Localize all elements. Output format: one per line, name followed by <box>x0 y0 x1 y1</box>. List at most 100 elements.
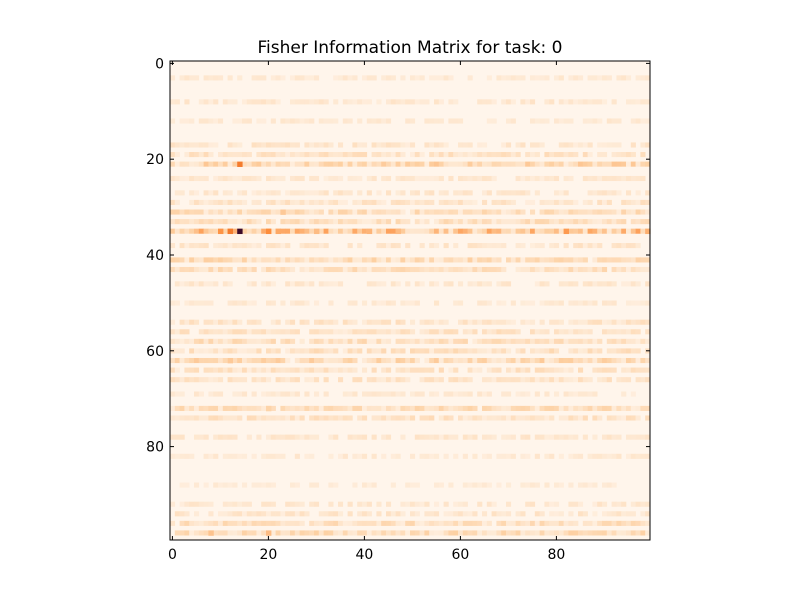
heatmap-cell <box>424 434 430 440</box>
heatmap-cell <box>453 118 459 124</box>
heatmap-cell <box>314 257 320 263</box>
heatmap-cell <box>318 520 324 526</box>
heatmap-cell <box>573 219 579 225</box>
heatmap-cell <box>376 348 382 354</box>
heatmap-cell <box>270 257 276 263</box>
heatmap-cell <box>419 405 425 411</box>
heatmap-cell <box>554 357 560 364</box>
heatmap-cell <box>462 511 468 517</box>
heatmap-cell <box>261 377 267 383</box>
heatmap-cell <box>347 405 353 411</box>
heatmap-cell <box>544 329 550 335</box>
heatmap-cell <box>309 142 315 148</box>
heatmap-cell <box>285 415 291 421</box>
heatmap-cell <box>357 266 363 273</box>
heatmap-cell <box>491 319 497 325</box>
heatmap-cell <box>578 257 584 263</box>
heatmap-cell <box>275 319 281 325</box>
heatmap-cell <box>218 209 224 215</box>
heatmap-cell <box>242 405 248 411</box>
heatmap-cell <box>573 161 579 167</box>
heatmap-cell <box>309 338 315 344</box>
heatmap-cell <box>414 434 420 440</box>
heatmap-cell <box>563 281 569 287</box>
heatmap-cell <box>558 338 564 344</box>
heatmap-cell <box>285 142 291 148</box>
heatmap-cell <box>179 75 185 81</box>
heatmap-cell <box>366 190 372 196</box>
heatmap-cell <box>333 199 339 205</box>
heatmap-cell <box>530 219 536 225</box>
heatmap-cell <box>525 257 531 263</box>
heatmap-cell <box>357 99 363 105</box>
heatmap-cell <box>606 511 612 517</box>
heatmap-cell <box>304 377 310 383</box>
heatmap-cell <box>458 300 464 306</box>
heatmap-cell <box>582 142 588 148</box>
heatmap-cell <box>333 520 339 526</box>
heatmap-cell <box>227 329 233 335</box>
heatmap-cell <box>496 367 502 373</box>
heatmap-cell <box>208 319 214 325</box>
heatmap-cell <box>203 367 209 373</box>
heatmap-cell <box>237 357 243 364</box>
heatmap-cell <box>491 377 497 383</box>
heatmap-cell <box>453 501 459 507</box>
heatmap-cell <box>242 266 248 273</box>
heatmap-cell <box>299 257 305 263</box>
heatmap-cell <box>213 348 219 354</box>
heatmap-cell <box>261 75 267 81</box>
heatmap-cell <box>270 219 276 225</box>
heatmap-cell <box>458 228 464 234</box>
heatmap-cell <box>299 75 305 81</box>
heatmap-cell <box>491 501 497 507</box>
heatmap-cell <box>568 199 574 205</box>
heatmap-cell <box>448 391 454 397</box>
heatmap-cell <box>515 228 521 234</box>
heatmap-cell <box>309 75 315 81</box>
heatmap-cell <box>208 266 214 273</box>
heatmap-cell <box>568 319 574 325</box>
heatmap-cell <box>506 377 512 383</box>
heatmap-cell <box>592 118 598 124</box>
heatmap-cell <box>318 266 324 273</box>
heatmap-cell <box>482 348 488 354</box>
heatmap-cell <box>534 190 540 196</box>
heatmap-cell <box>333 482 339 488</box>
heatmap-cell <box>213 266 219 273</box>
heatmap-cell <box>482 281 488 287</box>
heatmap-cell <box>453 391 459 397</box>
heatmap-cell <box>314 338 320 344</box>
heatmap-cell <box>611 319 617 325</box>
heatmap-cell <box>362 209 368 215</box>
heatmap-cell <box>314 367 320 373</box>
heatmap-cell <box>333 190 339 196</box>
heatmap-cell <box>371 329 377 335</box>
heatmap-cell <box>189 319 195 325</box>
heatmap-cell <box>366 482 372 488</box>
heatmap-cell <box>285 405 291 411</box>
heatmap-cell <box>472 209 478 215</box>
heatmap-cell <box>410 501 416 507</box>
heatmap-cell <box>530 357 536 364</box>
heatmap-cell <box>558 209 564 215</box>
heatmap-cell <box>304 228 310 234</box>
heatmap-cell <box>506 405 512 411</box>
heatmap-cell <box>587 300 593 306</box>
heatmap-cell <box>227 367 233 373</box>
heatmap-cell <box>635 228 641 234</box>
heatmap-cell <box>443 357 449 364</box>
heatmap-cell <box>395 266 401 273</box>
heatmap-cell <box>366 99 372 105</box>
heatmap-cell <box>486 257 492 263</box>
heatmap-cell <box>482 209 488 215</box>
heatmap-cell <box>501 99 507 105</box>
heatmap-cell <box>587 219 593 225</box>
heatmap-cell <box>299 190 305 196</box>
heatmap-cell <box>314 219 320 225</box>
heatmap-cell <box>578 266 584 273</box>
heatmap-cell <box>170 453 176 459</box>
heatmap-cell <box>328 357 334 364</box>
heatmap-cell <box>626 338 632 344</box>
heatmap-cell <box>189 142 195 148</box>
